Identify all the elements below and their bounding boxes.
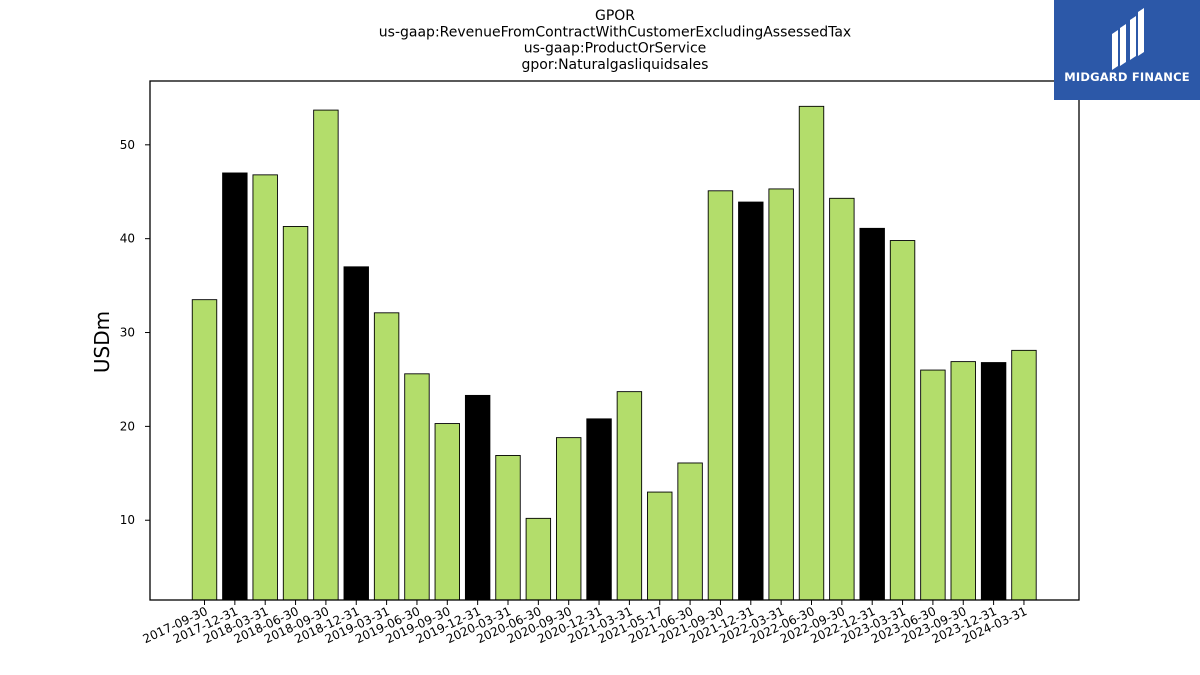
bar — [586, 418, 612, 601]
bar — [282, 226, 309, 601]
bar — [313, 109, 339, 601]
bar — [889, 240, 916, 601]
bar — [829, 197, 855, 601]
bar — [707, 190, 734, 601]
y-tick-label: 10 — [120, 513, 135, 527]
bar — [950, 361, 976, 601]
chart-title-line: GPOR — [595, 8, 635, 24]
bar — [525, 517, 552, 601]
bar — [373, 312, 400, 601]
bar — [980, 362, 1007, 601]
y-axis-label: USDm — [90, 311, 114, 373]
y-tick-label: 30 — [120, 326, 135, 340]
bar — [1011, 349, 1037, 601]
logo-text: MIDGARD FINANCE — [1064, 70, 1190, 84]
y-tick-label: 40 — [120, 232, 135, 246]
chart-title-line: us-gaap:RevenueFromContractWithCustomerE… — [379, 24, 851, 40]
bar — [738, 201, 764, 601]
y-tick-label: 20 — [120, 419, 135, 433]
bar — [343, 266, 369, 601]
midgard-finance-logo: MIDGARD FINANCE — [1054, 0, 1200, 100]
bar — [404, 373, 430, 601]
bar — [191, 299, 218, 601]
bar — [920, 369, 946, 601]
y-tick-label: 50 — [120, 138, 135, 152]
bar — [434, 423, 460, 601]
bar — [556, 437, 582, 601]
bar — [464, 394, 491, 601]
chart-title-line: us-gaap:ProductOrService — [524, 41, 707, 57]
y-axis: 10 20 30 40 50 — [120, 138, 150, 527]
bar — [768, 188, 794, 601]
bar — [859, 227, 885, 601]
plot-frame — [149, 80, 1080, 601]
chart-title: GPORus-gaap:RevenueFromContractWithCusto… — [379, 8, 851, 73]
bar — [616, 391, 643, 601]
bar — [222, 172, 248, 601]
logo-mark-icon — [1054, 0, 1200, 100]
bar — [495, 455, 521, 601]
bar — [677, 462, 703, 601]
bars-group — [191, 105, 1037, 601]
bar — [647, 491, 673, 601]
bar — [798, 105, 825, 601]
bar — [252, 174, 278, 601]
x-axis: 2017-09-302017-12-312018-03-312018-06-30… — [141, 600, 1029, 646]
chart-title-line: gpor:Naturalgasliquidsales — [522, 57, 709, 73]
